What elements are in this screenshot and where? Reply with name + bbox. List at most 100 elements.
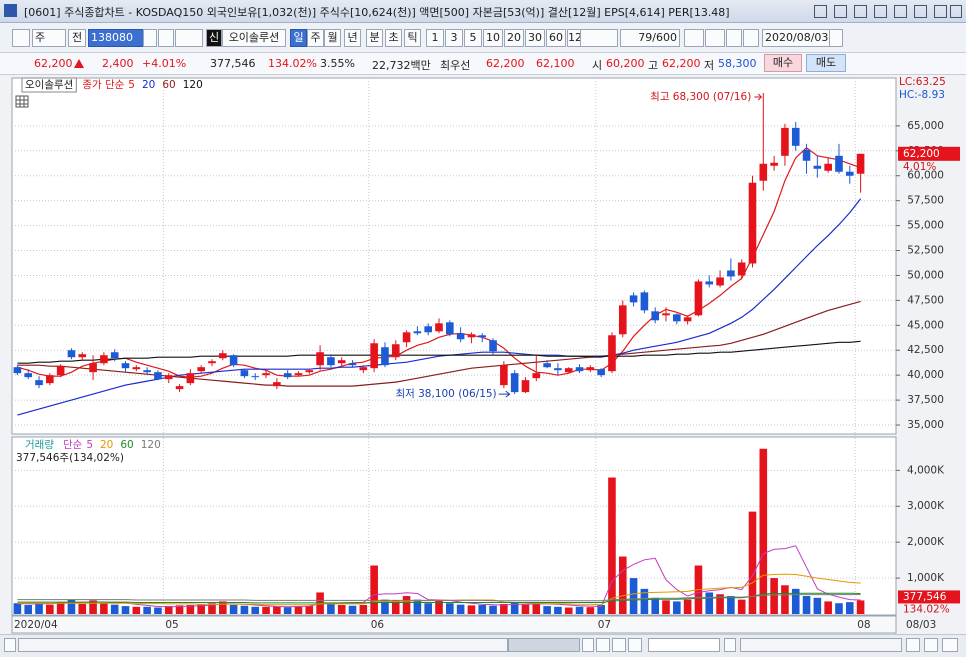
- volume-bar: [251, 606, 260, 614]
- volume-bar: [218, 601, 227, 614]
- scroll-bar: [0, 634, 966, 657]
- search-button[interactable]: [158, 29, 174, 47]
- new-badge[interactable]: 신: [206, 29, 222, 47]
- volume-bar: [337, 605, 346, 614]
- candle-body: [327, 357, 335, 366]
- candle-body: [845, 171, 854, 176]
- tool-button[interactable]: [684, 29, 704, 47]
- layout-button[interactable]: [12, 29, 30, 47]
- rewind-button[interactable]: [596, 638, 610, 652]
- candle-body: [24, 373, 33, 378]
- unit-button[interactable]: 10: [483, 29, 503, 47]
- zoom-ruler[interactable]: [648, 638, 720, 652]
- y-tick-label: 47,500: [907, 294, 944, 306]
- interval-button[interactable]: 초: [385, 29, 402, 47]
- minimize-button[interactable]: [934, 5, 947, 18]
- volume-bar: [727, 596, 735, 614]
- volume-bar: [424, 603, 432, 614]
- lc-label: LC:63.25: [899, 76, 946, 88]
- volume-bar: [554, 606, 562, 614]
- candle-body: [143, 370, 151, 373]
- candle-body: [424, 326, 432, 333]
- unit-button[interactable]: 1: [426, 29, 444, 47]
- volume-bar: [56, 602, 65, 614]
- volume-bar: [305, 606, 314, 614]
- zoom-track[interactable]: [740, 638, 902, 652]
- window-title: [0601] 주식종합차트 - KOSDAQ150 외국인보유[1,032(천)…: [24, 6, 730, 19]
- interval-button[interactable]: 년: [344, 29, 361, 47]
- title-button[interactable]: [814, 5, 827, 18]
- candle-body: [446, 322, 454, 335]
- date-input[interactable]: 2020/08/03: [762, 29, 830, 47]
- count-input[interactable]: 79/600: [620, 29, 680, 47]
- zoom-button[interactable]: [724, 638, 736, 652]
- unit-button[interactable]: 20: [504, 29, 524, 47]
- candle-body: [402, 332, 411, 343]
- y-tick-label: 52,500: [907, 245, 944, 257]
- volume-bar: [273, 606, 281, 614]
- buy-button[interactable]: 매수: [764, 54, 802, 72]
- settings-button[interactable]: [743, 29, 759, 47]
- scroll-left[interactable]: [4, 638, 16, 652]
- interval-button[interactable]: 월: [324, 29, 341, 47]
- scroll-right[interactable]: [582, 638, 594, 652]
- bid-price: 62,100: [536, 57, 575, 70]
- interval-button[interactable]: 일: [290, 29, 307, 47]
- title-button[interactable]: [894, 5, 907, 18]
- all-button[interactable]: 전: [68, 29, 86, 47]
- candle-body: [608, 335, 616, 372]
- candle-body: [100, 355, 108, 364]
- volume-pane: [11, 436, 897, 616]
- tool-button[interactable]: [705, 29, 725, 47]
- volume-bar: [759, 448, 768, 614]
- scroll-track[interactable]: [18, 638, 508, 652]
- title-button[interactable]: [834, 5, 847, 18]
- scroll-thumb[interactable]: [508, 638, 580, 652]
- font-button[interactable]: [942, 638, 958, 652]
- calendar-button[interactable]: [829, 29, 843, 47]
- volume-bar: [13, 603, 22, 614]
- candle-body: [770, 162, 778, 166]
- code-dropdown[interactable]: [143, 29, 157, 47]
- legend-title: 거래량: [25, 439, 54, 451]
- volume-bar: [716, 594, 724, 614]
- volume-bar: [770, 578, 778, 614]
- title-button[interactable]: [854, 5, 867, 18]
- candle-body: [305, 370, 314, 373]
- volume-bar: [67, 599, 76, 614]
- stock-name[interactable]: 오이솔루션: [222, 29, 286, 47]
- volume-bar: [824, 601, 832, 614]
- unit-input[interactable]: [580, 29, 618, 47]
- zoom-in[interactable]: [924, 638, 938, 652]
- sound-button[interactable]: [175, 29, 203, 47]
- period-select[interactable]: 주: [32, 29, 66, 47]
- zoom-out[interactable]: [906, 638, 920, 652]
- volume-bar: [543, 606, 551, 614]
- unit-button[interactable]: 5: [464, 29, 482, 47]
- title-button[interactable]: [874, 5, 887, 18]
- volume-bar: [802, 596, 811, 614]
- candle-body: [737, 262, 746, 276]
- candle-body: [694, 281, 703, 316]
- candle-body: [67, 350, 76, 358]
- title-button[interactable]: [914, 5, 927, 18]
- save-button[interactable]: [726, 29, 742, 47]
- interval-button[interactable]: 틱: [404, 29, 421, 47]
- close-button[interactable]: [950, 5, 962, 18]
- unit-button[interactable]: 60: [546, 29, 566, 47]
- volume-bar: [791, 588, 800, 614]
- volume-bar: [164, 606, 173, 614]
- code-input[interactable]: 138080: [88, 29, 144, 47]
- legend-entry: 20: [100, 439, 113, 451]
- volume-bar: [856, 600, 865, 614]
- stop-button[interactable]: [612, 638, 626, 652]
- volume-bar: [229, 605, 238, 614]
- unit-button[interactable]: 3: [445, 29, 463, 47]
- interval-button[interactable]: 주: [307, 29, 324, 47]
- interval-button[interactable]: 분: [366, 29, 383, 47]
- last-price-label: 62,200: [903, 148, 940, 160]
- sell-button[interactable]: 매도: [806, 54, 846, 72]
- change-rate: +4.01%: [142, 57, 187, 70]
- forward-button[interactable]: [628, 638, 642, 652]
- unit-button[interactable]: 30: [525, 29, 545, 47]
